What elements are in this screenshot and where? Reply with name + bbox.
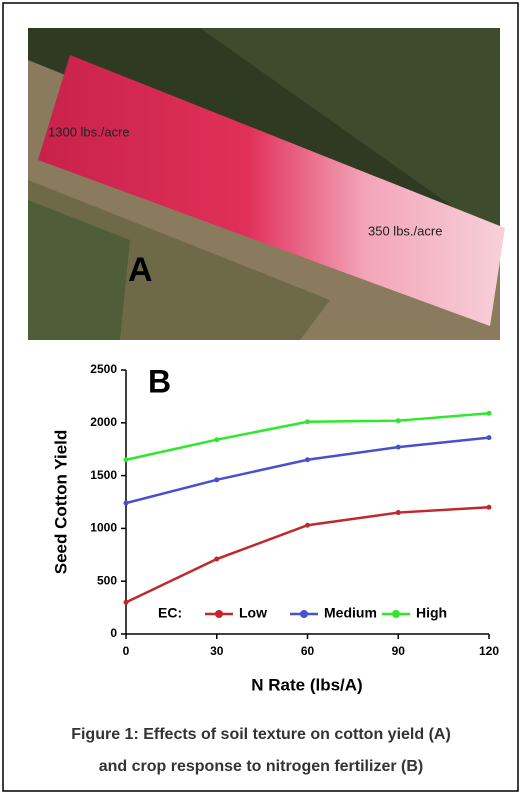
data-point: [123, 457, 129, 463]
caption: and crop response to nitrogen fertilizer…: [99, 758, 423, 775]
panel-label: A: [128, 251, 153, 289]
x-tick-label: 120: [479, 644, 499, 658]
data-point: [123, 500, 129, 506]
field: [28, 200, 130, 340]
data-point: [214, 437, 220, 443]
legend-marker: [300, 610, 308, 618]
data-point: [305, 419, 310, 425]
data-point: [486, 435, 492, 441]
data-point: [214, 556, 220, 562]
y-tick-label: 1500: [90, 468, 117, 482]
data-point: [214, 477, 220, 483]
forest: [200, 28, 500, 240]
aerial-photo: 1300 lbs./acre 350 lbs./acre A: [28, 28, 505, 340]
legend-title: EC:: [158, 605, 182, 621]
data-point: [395, 510, 401, 516]
figure-border: [2, 2, 519, 792]
yield-map: [38, 55, 505, 326]
x-tick-label: 30: [210, 644, 224, 658]
data-point: [486, 410, 492, 416]
data-point: [395, 444, 401, 450]
series-line: [125, 506, 490, 604]
photo-annotation: 1300 lbs./acre: [48, 124, 130, 139]
y-tick-label: 2000: [90, 415, 117, 429]
photo-annotation: 350 lbs./acre: [368, 223, 442, 238]
data-point: [305, 457, 310, 463]
x-tick-label: 0: [123, 644, 130, 658]
x-tick-label: 60: [301, 644, 315, 658]
y-axis-label: Seed Cotton Yield: [51, 430, 70, 575]
y-tick-label: 500: [97, 573, 117, 587]
legend-marker: [215, 610, 223, 618]
y-tick-label: 0: [110, 626, 117, 640]
x-axis-label: N Rate (lbs/A): [251, 675, 362, 694]
data-point: [486, 504, 492, 510]
data-point: [395, 418, 401, 424]
y-tick-label: 1000: [90, 521, 117, 535]
y-tick-label: 2500: [90, 362, 117, 376]
legend-label: Low: [239, 605, 267, 621]
caption: Figure 1: Effects of soil texture on cot…: [71, 726, 451, 743]
data-point: [123, 599, 129, 605]
legend-label: High: [416, 605, 447, 621]
chart: B N Rate (lbs/A) Seed Cotton Yield EC: 0…: [51, 362, 499, 694]
x-tick-label: 90: [392, 644, 406, 658]
legend-label: Medium: [324, 605, 377, 621]
legend-marker: [392, 610, 400, 618]
panel-label: B: [148, 363, 171, 399]
data-point: [305, 522, 310, 528]
